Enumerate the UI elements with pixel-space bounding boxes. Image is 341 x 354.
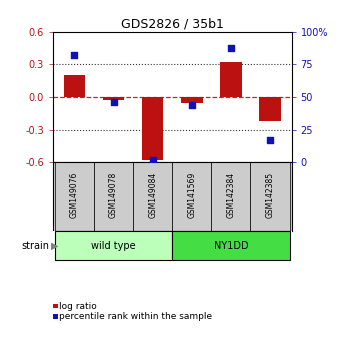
Bar	[133, 162, 172, 231]
Bar	[259, 97, 281, 121]
Text: strain: strain	[21, 241, 49, 251]
Bar	[251, 162, 290, 231]
Point	[150, 157, 155, 162]
Bar	[142, 97, 163, 160]
Bar	[181, 97, 203, 103]
Bar	[55, 162, 94, 231]
Point	[72, 52, 77, 58]
Bar	[220, 62, 242, 97]
Text: ▶: ▶	[51, 241, 59, 251]
Bar	[211, 162, 251, 231]
Point	[228, 45, 234, 50]
Text: wild type: wild type	[91, 241, 136, 251]
Text: log ratio: log ratio	[59, 302, 97, 311]
Text: GSM149076: GSM149076	[70, 172, 79, 218]
Text: NY1DD: NY1DD	[213, 241, 248, 251]
Bar	[103, 97, 124, 101]
Title: GDS2826 / 35b1: GDS2826 / 35b1	[121, 18, 224, 31]
Bar	[64, 75, 85, 97]
Text: GSM149078: GSM149078	[109, 172, 118, 218]
Bar	[55, 231, 172, 260]
Bar	[172, 231, 290, 260]
Point	[189, 102, 194, 108]
Text: percentile rank within the sample: percentile rank within the sample	[59, 312, 212, 321]
Text: GSM141569: GSM141569	[187, 172, 196, 218]
Point	[111, 99, 116, 105]
Text: GSM142385: GSM142385	[266, 172, 275, 218]
Text: GSM149084: GSM149084	[148, 172, 157, 218]
Point	[267, 137, 273, 143]
Bar	[172, 162, 211, 231]
Text: GSM142384: GSM142384	[226, 172, 235, 218]
Bar	[94, 162, 133, 231]
